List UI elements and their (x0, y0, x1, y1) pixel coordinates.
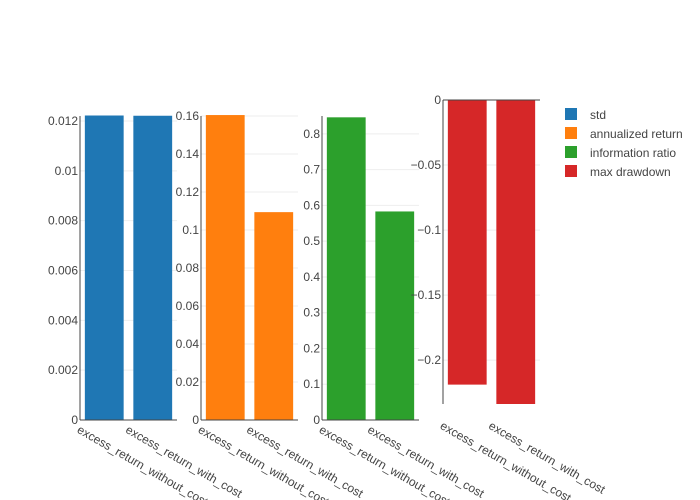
subplots: 00.0020.0040.0060.0080.010.012excess_ret… (48, 93, 608, 500)
y-tick-label: 0.1 (303, 377, 320, 391)
subplot-4: 0−0.05−0.1−0.15−0.2excess_return_without… (411, 93, 609, 500)
y-tick-label: −0.05 (411, 158, 442, 172)
legend-item-1[interactable]: std (565, 108, 606, 122)
y-tick-label: 0.002 (48, 363, 78, 377)
y-tick-label: 0.004 (48, 313, 78, 327)
bar-annualized-return-2[interactable] (254, 212, 294, 420)
bar-std-2[interactable] (133, 115, 173, 420)
legend-label: std (590, 108, 606, 122)
y-tick-label: −0.15 (411, 288, 442, 302)
y-tick-label: 0.006 (48, 263, 78, 277)
legend-swatch (565, 127, 577, 139)
legend-label: max drawdown (590, 165, 671, 179)
y-tick-label: 0.6 (303, 198, 320, 212)
bar-max-drawdown-1[interactable] (447, 100, 487, 385)
y-tick-label: −0.2 (417, 353, 441, 367)
bar-max-drawdown-2[interactable] (496, 100, 536, 404)
legend-label: information ratio (590, 146, 676, 160)
y-tick-label: 0.008 (48, 214, 78, 228)
y-tick-label: 0.2 (303, 341, 320, 355)
y-tick-label: 0.12 (176, 185, 200, 199)
legend-item-3[interactable]: information ratio (565, 146, 676, 160)
y-tick-label: 0.5 (303, 234, 320, 248)
y-tick-label: 0.012 (48, 114, 78, 128)
bar-std-1[interactable] (84, 115, 124, 420)
legend-swatch (565, 165, 577, 177)
y-tick-label: 0 (71, 413, 78, 427)
y-tick-label: 0.1 (182, 223, 199, 237)
y-tick-label: 0.01 (55, 164, 79, 178)
bar-information-ratio-2[interactable] (375, 211, 415, 420)
y-tick-label: 0 (434, 93, 441, 107)
y-tick-label: 0.4 (303, 270, 320, 284)
legend[interactable]: std annualized return information ratio max… (565, 108, 683, 179)
y-tick-label: 0.16 (176, 109, 200, 123)
y-tick-label: 0.7 (303, 163, 320, 177)
bar-information-ratio-1[interactable] (326, 117, 366, 420)
y-tick-label: 0.04 (176, 337, 200, 351)
y-tick-label: 0 (192, 413, 199, 427)
legend-swatch (565, 146, 577, 158)
y-tick-label: 0 (313, 413, 320, 427)
y-tick-label: 0.14 (176, 147, 200, 161)
y-tick-label: 0.02 (176, 375, 200, 389)
y-tick-label: 0.8 (303, 127, 320, 141)
legend-label: annualized return (590, 127, 683, 141)
legend-item-2[interactable]: annualized return (565, 127, 683, 141)
legend-swatch (565, 108, 577, 120)
y-tick-label: 0.3 (303, 306, 320, 320)
bar-annualized-return-1[interactable] (205, 115, 245, 421)
y-tick-label: 0.08 (176, 261, 200, 275)
y-tick-label: −0.1 (417, 223, 441, 237)
legend-item-4[interactable]: max drawdown (565, 165, 671, 179)
y-tick-label: 0.06 (176, 299, 200, 313)
